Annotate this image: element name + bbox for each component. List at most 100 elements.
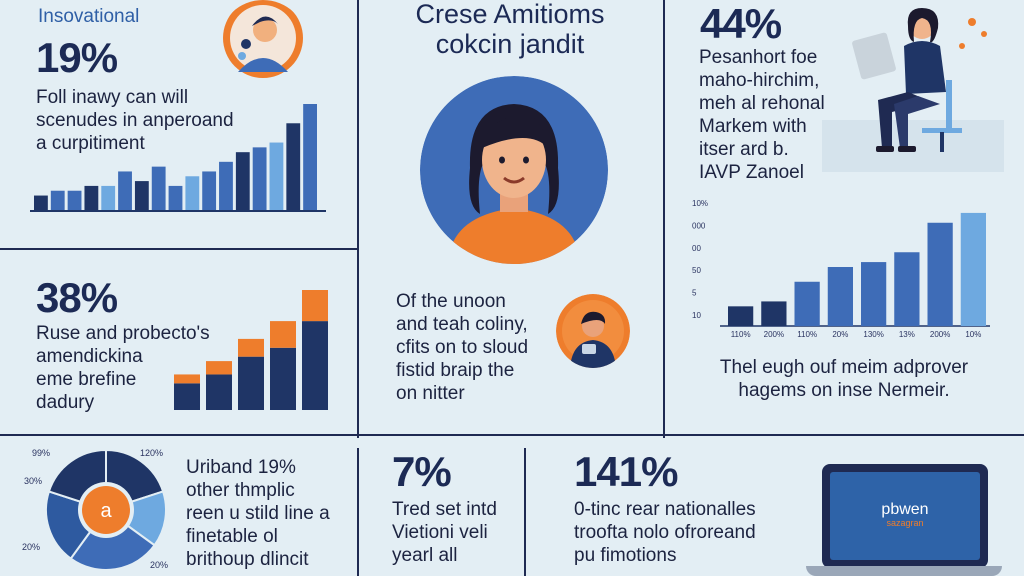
portrait-woman <box>420 76 608 264</box>
text-line: Markem with <box>699 116 807 137</box>
laptop-icon: pbwen sazagran <box>806 462 1002 576</box>
caption-line: Thel eugh ouf meim adprover <box>719 357 969 378</box>
divider-vertical-left <box>357 0 359 438</box>
x-tick-label: 200% <box>930 330 950 339</box>
stat-141: 141% <box>574 448 678 495</box>
text-line: itser ard b. <box>699 139 789 160</box>
bar <box>67 190 82 210</box>
bar-segment-top <box>302 290 328 322</box>
bar-segment-base <box>270 347 296 410</box>
bar-segment-top <box>270 321 296 348</box>
divider-vertical-bottom-2 <box>524 448 526 576</box>
pie-chart: a 99% 120% 30% 20% 20% <box>22 448 168 571</box>
stat-7: 7% <box>392 448 452 495</box>
text-block-center: Of the unoon and teah coliny, cfits on t… <box>396 290 528 405</box>
text-line: brithoup dlincit <box>186 549 309 570</box>
chart-caption: Thel eugh ouf meim adprover hagems on in… <box>664 356 1024 402</box>
bar <box>252 147 267 210</box>
divider-vertical-bottom-1 <box>357 448 359 576</box>
caption-line: hagems on inse Nermeir. <box>738 380 950 401</box>
y-tick-label: 000 <box>692 221 706 230</box>
text-line: and teah coliny, <box>396 314 528 335</box>
bar <box>894 252 920 326</box>
x-tick-label: 110% <box>731 330 751 339</box>
text-block-bottom-1: Uriband 19% other thmplic reen u stild l… <box>186 456 330 571</box>
bar-segment-base <box>302 321 328 410</box>
y-tick-label: 10 <box>692 311 701 320</box>
bar <box>728 306 754 326</box>
bar <box>202 171 217 210</box>
text-line: Tred set intd <box>392 499 497 520</box>
bar <box>761 301 787 326</box>
bar <box>185 176 200 210</box>
text-line: on nitter <box>396 383 465 404</box>
laptop-screen-text: pbwen <box>881 501 929 518</box>
text-line: pu fimotions <box>574 545 677 566</box>
pie-label: 20% <box>22 542 40 552</box>
laptop-screen-subtext: sazagran <box>886 518 924 528</box>
pie-center-label: a <box>100 500 112 522</box>
bar <box>286 123 301 210</box>
bar-segment-top <box>174 374 200 384</box>
bar <box>168 185 183 210</box>
bar <box>269 142 284 210</box>
stat-44: 44% <box>700 0 782 47</box>
text-line: Foll inawy can will <box>36 87 189 108</box>
bar <box>50 190 65 210</box>
pie-slice <box>103 490 167 547</box>
bar <box>134 181 149 210</box>
bar <box>34 195 48 210</box>
x-tick-label: 13% <box>899 330 915 339</box>
bar-segment-base <box>238 356 264 410</box>
y-tick-label: 00 <box>692 244 701 253</box>
stat-38: 38% <box>36 274 118 321</box>
text-line: amendickina <box>36 346 143 367</box>
stacked-bar-chart-left <box>174 290 328 410</box>
text-line: maho-hirchim, <box>699 70 820 91</box>
bar <box>151 166 166 210</box>
avatar-top-left <box>220 0 306 82</box>
bar <box>118 171 132 210</box>
text-line: troofta nolo ofroreand <box>574 522 756 543</box>
divider-horizontal-bottom <box>0 434 1024 436</box>
text-line: fistid braip the <box>396 360 515 381</box>
text-block-3: Pesanhort foe maho-hirchim, meh al rehon… <box>699 46 825 184</box>
title-line: cokcin jandit <box>435 29 585 59</box>
bar-segment-top <box>238 338 264 357</box>
bar <box>235 152 250 210</box>
text-line: finetable ol <box>186 526 278 547</box>
text-block-1: Foll inawy can will scenudes in anperoan… <box>36 86 234 155</box>
text-line: cfits on to sloud <box>396 337 529 358</box>
bar <box>827 267 853 326</box>
laptop-screen: pbwen sazagran <box>830 472 980 560</box>
text-line: Pesanhort foe <box>699 47 818 68</box>
bar <box>84 185 99 210</box>
text-line: Ruse and probecto's <box>36 323 210 344</box>
x-tick-label: 20% <box>832 330 848 339</box>
x-tick-label: 110% <box>797 330 817 339</box>
pie-label: 120% <box>140 448 163 458</box>
y-tick-label: 10% <box>692 199 708 208</box>
y-tick-label: 5 <box>692 289 697 298</box>
bar-segment-top <box>206 361 232 375</box>
bar-segment-base <box>206 374 232 410</box>
x-tick-label: 10% <box>965 330 981 339</box>
text-block-2: Ruse and probecto's amendickina eme bref… <box>36 322 210 414</box>
x-tick-label: 200% <box>764 330 784 339</box>
text-line: IAVP Zanoel <box>699 162 804 183</box>
text-line: Uriband 19% <box>186 457 296 478</box>
text-line: dadury <box>36 392 95 413</box>
text-line: eme brefine <box>36 369 137 390</box>
bar <box>101 185 116 210</box>
text-line: 0-tinc rear nationalles <box>574 499 756 520</box>
text-line: a curpitiment <box>36 133 145 154</box>
text-line: yearl all <box>392 545 458 566</box>
divider-horizontal-left <box>0 248 357 250</box>
bar-chart-top-left <box>30 104 326 212</box>
bar <box>303 104 317 210</box>
text-line: scenudes in anperoand <box>36 110 234 131</box>
bar <box>219 161 233 210</box>
pie-slice <box>69 508 156 571</box>
title-line: Crese Amitioms <box>415 0 605 29</box>
